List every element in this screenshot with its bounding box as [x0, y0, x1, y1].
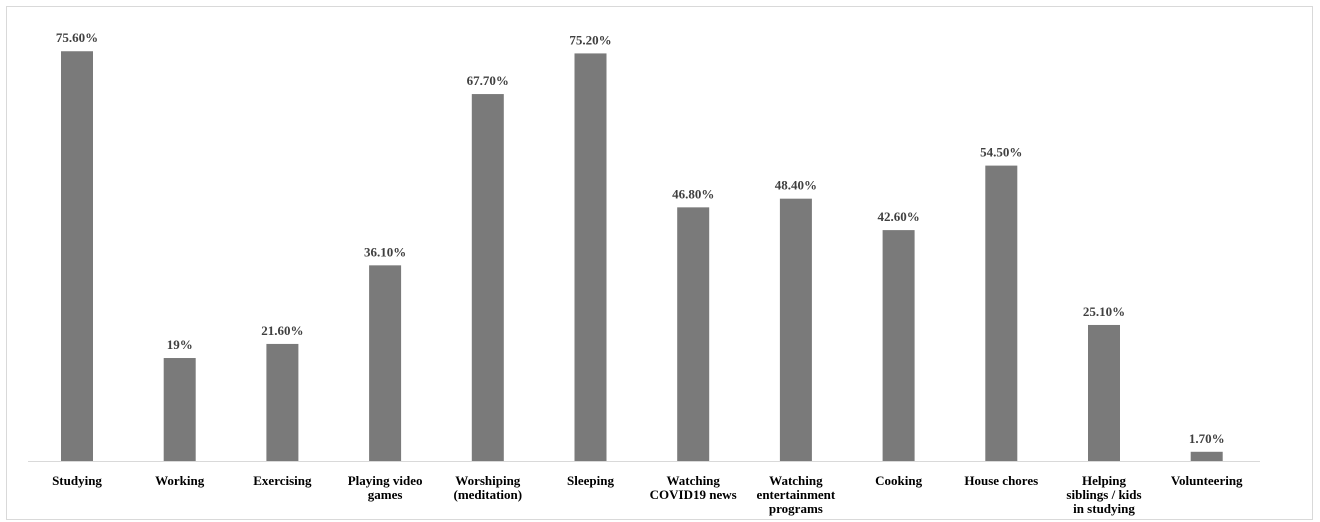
category-label-9: House chores	[964, 473, 1038, 488]
value-label-6: 46.80%	[672, 186, 714, 201]
bar-1	[163, 358, 196, 461]
category-label-line: Studying	[52, 473, 102, 488]
value-label-2: 21.60%	[261, 323, 303, 338]
value-label-7: 48.40%	[775, 178, 817, 193]
category-label-line: Working	[155, 473, 205, 488]
category-label-line: games	[368, 487, 403, 502]
category-label-line: Watching	[666, 473, 720, 488]
category-label-line: in studying	[1073, 501, 1135, 516]
value-label-0: 75.60%	[56, 30, 98, 45]
category-label-line: Helping	[1082, 473, 1127, 488]
category-label-0: Studying	[52, 473, 102, 488]
bar-6	[677, 207, 710, 461]
category-label-10: Helping siblings / kids in studying	[1066, 473, 1141, 516]
chart-frame	[6, 6, 1313, 520]
bar-7	[779, 198, 812, 461]
category-label-line: entertainment	[757, 487, 836, 502]
value-labels-group: 75.60% 19% 21.60% 36.10% 67.70% 75.20% 46.80% 4…	[56, 30, 1225, 446]
category-label-line: Playing video	[348, 473, 423, 488]
category-label-5: Sleeping	[567, 473, 614, 488]
bar-4	[471, 94, 504, 461]
category-label-line: House chores	[964, 473, 1038, 488]
category-label-line: (meditation)	[453, 487, 522, 502]
category-label-1: Working	[155, 473, 205, 488]
bar-3	[369, 265, 402, 461]
category-label-4: Worshiping (meditation)	[453, 473, 522, 502]
category-label-line: Exercising	[253, 473, 312, 488]
category-label-8: Cooking	[875, 473, 922, 488]
value-label-3: 36.10%	[364, 244, 406, 259]
category-labels-group: Studying Working Exercising Playing video ga…	[52, 473, 1243, 516]
category-label-3: Playing video games	[348, 473, 423, 502]
bar-8	[882, 230, 915, 461]
category-label-line: Sleeping	[567, 473, 614, 488]
bar-9	[985, 165, 1018, 462]
category-label-line: siblings / kids	[1066, 487, 1141, 502]
bar-10	[1088, 324, 1120, 461]
category-label-11: Volunteering	[1171, 473, 1243, 488]
value-label-1: 19%	[167, 337, 193, 352]
bars-group	[61, 51, 1223, 462]
category-label-7: Watching entertainment programs	[757, 473, 836, 516]
category-label-line: Volunteering	[1171, 473, 1243, 488]
bar-11	[1190, 451, 1223, 461]
category-label-line: Cooking	[875, 473, 922, 488]
category-label-line: Watching	[769, 473, 823, 488]
category-label-line: COVID19 news	[650, 487, 737, 502]
category-label-line: Worshiping	[455, 473, 521, 488]
value-label-10: 25.10%	[1083, 304, 1125, 319]
value-label-11: 1.70%	[1189, 431, 1225, 446]
bar-2	[266, 343, 299, 461]
category-label-6: Watching COVID19 news	[650, 473, 737, 502]
value-label-9: 54.50%	[980, 145, 1022, 160]
bar-5	[574, 53, 607, 461]
value-label-4: 67.70%	[467, 73, 509, 88]
value-label-8: 42.60%	[877, 209, 919, 224]
category-label-line: programs	[769, 501, 823, 516]
value-label-5: 75.20%	[569, 32, 611, 47]
bar-0	[61, 51, 93, 462]
category-label-2: Exercising	[253, 473, 312, 488]
